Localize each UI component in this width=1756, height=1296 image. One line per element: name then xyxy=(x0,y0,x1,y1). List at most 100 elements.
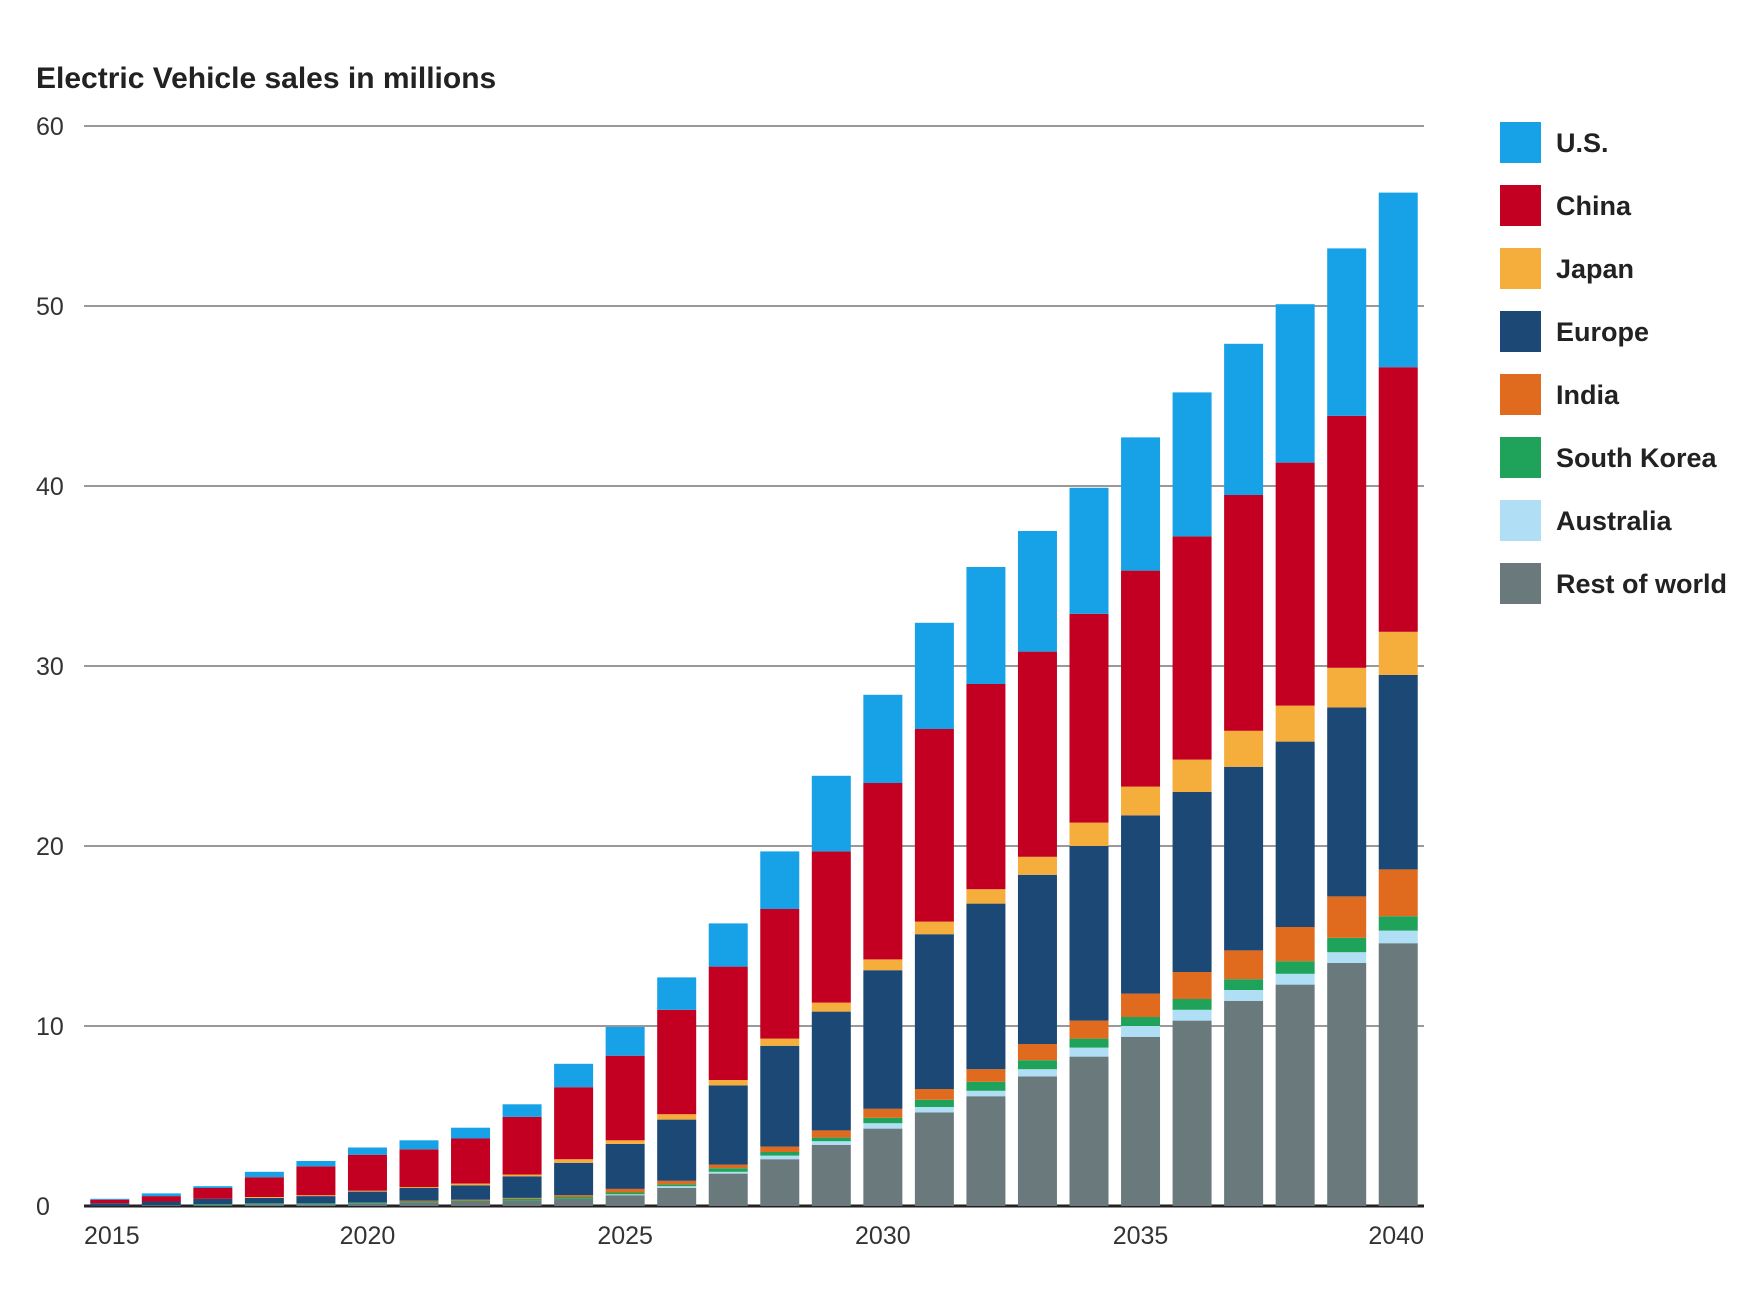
bar-segment-japan-2035 xyxy=(1121,786,1161,816)
bar-segment-china-2017 xyxy=(193,1188,233,1199)
x-tick-label: 2020 xyxy=(340,1222,396,1250)
bar-segment-china-2015 xyxy=(90,1199,130,1204)
bar-segment-china-2040 xyxy=(1378,367,1418,632)
bar-segment-south-korea-2038 xyxy=(1275,961,1315,974)
bar-segment-china-2030 xyxy=(863,783,903,960)
y-tick-label: 40 xyxy=(36,473,64,501)
bar-segment-china-2020 xyxy=(347,1154,387,1191)
legend-label: Australia xyxy=(1556,506,1673,536)
bar-stack-2026 xyxy=(657,977,697,1206)
bar-segment-australia-2035 xyxy=(1121,1026,1161,1037)
bar-segment-india-2022 xyxy=(451,1199,491,1201)
bar-stack-2031 xyxy=(914,622,954,1206)
bar-segment-u-s--2039 xyxy=(1327,248,1367,416)
bar-segment-china-2027 xyxy=(708,966,748,1080)
bar-segment-japan-2036 xyxy=(1172,759,1212,792)
legend-swatch xyxy=(1500,437,1541,478)
bar-segment-europe-2025 xyxy=(605,1143,645,1189)
bar-segment-europe-2023 xyxy=(502,1176,542,1198)
bar-segment-europe-2026 xyxy=(657,1119,697,1181)
bar-segment-europe-2034 xyxy=(1069,846,1109,1021)
bar-segment-europe-2028 xyxy=(760,1045,800,1147)
bar-segment-u-s--2018 xyxy=(244,1171,284,1178)
bar-segment-japan-2029 xyxy=(811,1002,851,1012)
legend-label: South Korea xyxy=(1556,443,1717,473)
bar-segment-china-2026 xyxy=(657,1009,697,1115)
bar-segment-rest-of-world-2033 xyxy=(1017,1076,1057,1206)
chart-title: Electric Vehicle sales in millions xyxy=(36,62,496,95)
x-tick-label: 2030 xyxy=(855,1222,911,1250)
bar-segment-japan-2030 xyxy=(863,959,903,971)
bar-segment-europe-2039 xyxy=(1327,707,1367,897)
bar-segment-europe-2020 xyxy=(347,1191,387,1203)
bar-segment-india-2036 xyxy=(1172,972,1212,999)
bar-stack-2038 xyxy=(1275,304,1315,1206)
legend-swatch xyxy=(1500,311,1541,352)
bar-segment-south-korea-2031 xyxy=(914,1099,954,1107)
bar-segment-australia-2030 xyxy=(863,1123,903,1129)
bar-segment-china-2036 xyxy=(1172,536,1212,760)
bar-stack-2035 xyxy=(1121,437,1161,1206)
bar-segment-india-2032 xyxy=(966,1069,1006,1082)
bar-segment-u-s--2034 xyxy=(1069,487,1109,614)
bar-segment-rest-of-world-2036 xyxy=(1172,1020,1212,1206)
bar-stack-2025 xyxy=(605,1026,645,1206)
bar-segment-south-korea-2023 xyxy=(502,1198,542,1201)
bar-segment-rest-of-world-2034 xyxy=(1069,1056,1109,1206)
bar-segment-u-s--2031 xyxy=(914,622,954,729)
bar-segment-india-2034 xyxy=(1069,1020,1109,1039)
bar-stack-2037 xyxy=(1224,343,1264,1206)
bar-segment-india-2031 xyxy=(914,1089,954,1100)
y-tick-label: 20 xyxy=(36,833,64,861)
bar-segment-europe-2017 xyxy=(193,1198,233,1205)
y-tick-label: 30 xyxy=(36,653,64,681)
bar-segment-india-2038 xyxy=(1275,927,1315,962)
bar-segment-japan-2025 xyxy=(605,1140,645,1144)
bar-segment-rest-of-world-2026 xyxy=(657,1188,697,1206)
bar-segment-rest-of-world-2018 xyxy=(244,1204,284,1206)
bar-segment-japan-2020 xyxy=(347,1190,387,1192)
bar-segment-south-korea-2040 xyxy=(1378,916,1418,931)
bar-segment-u-s--2028 xyxy=(760,851,800,909)
bar-segment-u-s--2020 xyxy=(347,1147,387,1155)
bar-segment-rest-of-world-2022 xyxy=(451,1201,491,1206)
bar-segment-rest-of-world-2032 xyxy=(966,1096,1006,1206)
bar-segment-u-s--2016 xyxy=(141,1193,181,1197)
bar-segment-china-2037 xyxy=(1224,495,1264,731)
bar-segment-rest-of-world-2028 xyxy=(760,1159,800,1206)
bar-stack-2017 xyxy=(193,1186,233,1206)
bar-segment-u-s--2032 xyxy=(966,567,1006,684)
bar-stack-2020 xyxy=(347,1147,387,1206)
x-tick-label: 2035 xyxy=(1113,1222,1169,1250)
legend-swatch xyxy=(1500,185,1541,226)
bar-segment-u-s--2022 xyxy=(451,1127,491,1139)
bar-segment-europe-2036 xyxy=(1172,792,1212,972)
legend-swatch xyxy=(1500,374,1541,415)
bar-segment-japan-2023 xyxy=(502,1174,542,1177)
bar-segment-australia-2034 xyxy=(1069,1047,1109,1057)
legend-label: Europe xyxy=(1556,317,1649,347)
bar-segment-japan-2026 xyxy=(657,1114,697,1120)
bar-segment-china-2022 xyxy=(451,1138,491,1184)
legend-swatch xyxy=(1500,248,1541,289)
legend-item: China xyxy=(1500,185,1632,226)
bar-segment-u-s--2037 xyxy=(1224,343,1264,495)
bar-segment-india-2021 xyxy=(399,1200,439,1202)
bar-segment-south-korea-2035 xyxy=(1121,1017,1161,1026)
bar-segment-south-korea-2019 xyxy=(296,1203,336,1205)
legend-label: U.S. xyxy=(1556,128,1609,158)
bar-segment-europe-2030 xyxy=(863,970,903,1109)
bar-stack-2040 xyxy=(1378,192,1418,1206)
bar-segment-south-korea-2022 xyxy=(451,1200,491,1202)
bar-segment-rest-of-world-2024 xyxy=(554,1198,594,1206)
bar-segment-south-korea-2032 xyxy=(966,1081,1006,1091)
bar-segment-u-s--2025 xyxy=(605,1026,645,1056)
bar-stack-2032 xyxy=(966,567,1006,1206)
bar-segment-u-s--2019 xyxy=(296,1161,336,1167)
bar-segment-japan-2031 xyxy=(914,921,954,935)
bar-stack-2028 xyxy=(760,851,800,1206)
bar-segment-india-2035 xyxy=(1121,993,1161,1017)
bar-segment-china-2039 xyxy=(1327,415,1367,668)
legend-item: Europe xyxy=(1500,311,1649,352)
bar-segment-u-s--2023 xyxy=(502,1104,542,1117)
